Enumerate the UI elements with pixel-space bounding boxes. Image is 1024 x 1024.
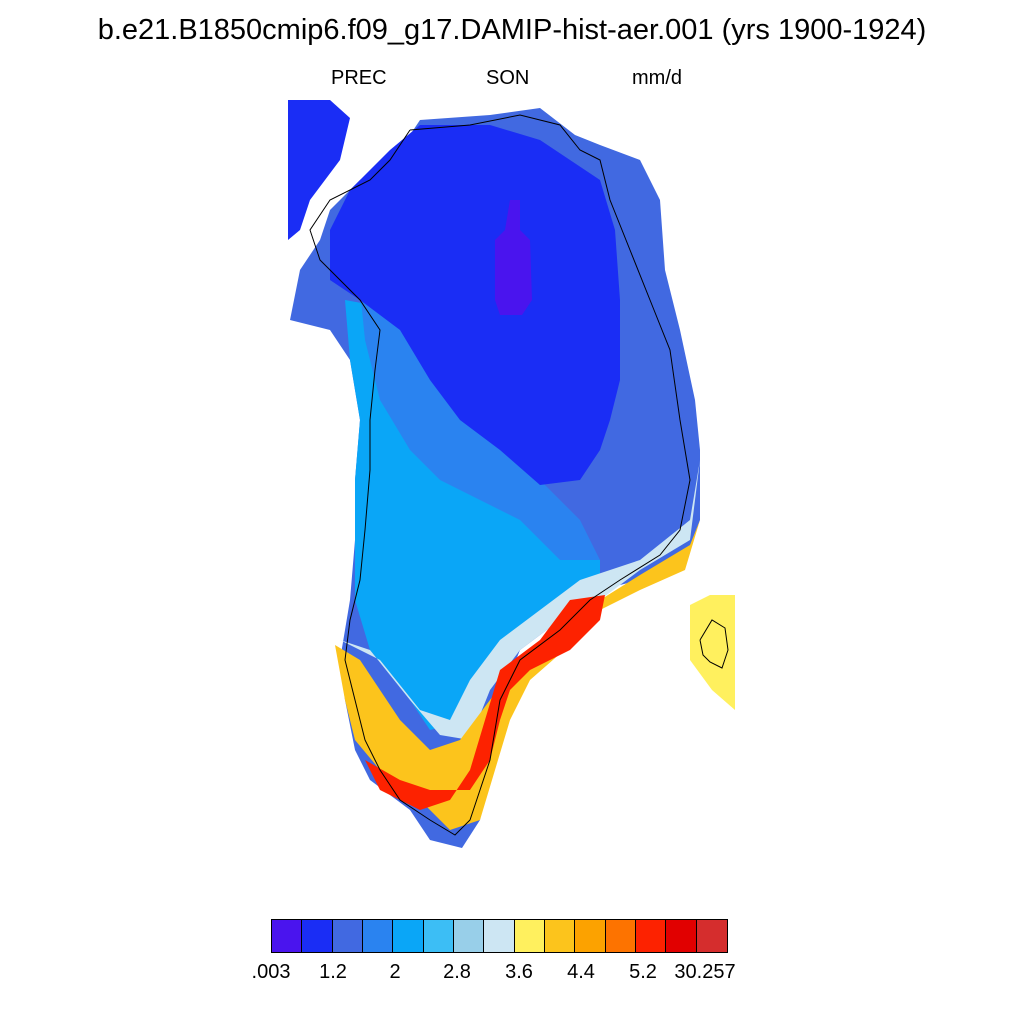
plot-title: b.e21.B1850cmip6.f09_g17.DAMIP-hist-aer.…: [97, 14, 927, 46]
colorbar-label: 2.8: [443, 961, 471, 983]
season-label: SON: [486, 67, 530, 89]
colorbar-swatch-3: [362, 920, 394, 952]
colorbar-label: 30.257: [674, 961, 736, 983]
colorbar: [271, 919, 728, 953]
colorbar-swatch-8: [514, 920, 545, 952]
colorbar-swatch-2: [332, 920, 363, 952]
colorbar-swatch-1: [302, 920, 333, 952]
interior-core: [495, 200, 532, 315]
colorbar-swatch-13: [666, 920, 697, 952]
colorbar-swatch-11: [605, 920, 636, 952]
colorbar-swatch-5: [423, 920, 454, 952]
colorbar-swatch-0: [272, 920, 303, 952]
iceland-patch: [690, 595, 735, 710]
interior-region: [330, 125, 620, 485]
colorbar-swatch-6: [453, 920, 485, 952]
colorbar-label: 4.4: [567, 961, 595, 983]
colorbar-label: 2: [389, 961, 401, 983]
colorbar-swatch-10: [575, 920, 606, 952]
colorbar-label: 3.6: [505, 961, 533, 983]
colorbar-label: .003: [251, 961, 291, 983]
colorbar-label: 1.2: [319, 961, 347, 983]
coastline: [309, 114, 691, 836]
colorbar-swatch-12: [635, 920, 667, 952]
colorbar-swatch-14: [696, 920, 727, 952]
colorbar-swatch-4: [393, 920, 424, 952]
iceland-coastline: [699, 619, 729, 669]
units-label: mm/d: [632, 67, 682, 89]
colorbar-label: 5.2: [629, 961, 657, 983]
nw-corner-patch: [288, 100, 350, 240]
colorbar-swatch-9: [544, 920, 576, 952]
southern-tip-hot: [365, 595, 605, 810]
variable-label: PREC: [331, 67, 387, 89]
colorbar-swatch-7: [484, 920, 515, 952]
